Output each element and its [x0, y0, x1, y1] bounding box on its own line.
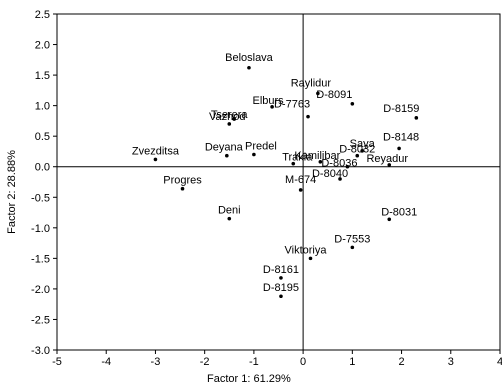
data-point	[227, 122, 232, 126]
data-point	[350, 102, 355, 106]
point-label: D-7553	[334, 233, 370, 245]
x-tick-label: 0	[300, 356, 306, 368]
data-point	[387, 163, 392, 167]
data-points	[153, 65, 419, 299]
point-label: Deyana	[205, 142, 244, 154]
y-tick-label: 0.0	[35, 162, 50, 174]
data-point	[227, 216, 232, 221]
point-label: Predel	[245, 141, 277, 153]
x-tick-label: -4	[101, 356, 111, 368]
point-label: Kamilibar	[294, 150, 340, 162]
x-tick-label: 1	[349, 356, 355, 368]
data-point	[291, 161, 296, 166]
y-tick-label: 1.5	[35, 70, 50, 82]
point-label: D-8159	[383, 103, 419, 115]
x-tick-label: -2	[200, 356, 210, 368]
point-label: D-8195	[263, 282, 299, 294]
point-label: Beloslava	[225, 52, 274, 64]
point-label: Raylidur	[291, 77, 332, 89]
point-label: Trakia	[282, 152, 313, 164]
y-tick-label: -1.0	[31, 223, 50, 235]
plot-frame	[56, 13, 501, 351]
point-label: Progres	[163, 175, 202, 187]
y-tick-label: 1.0	[35, 101, 50, 113]
point-label: D-7763	[274, 99, 310, 111]
data-point	[306, 114, 310, 119]
x-tick-label: 3	[448, 356, 454, 368]
data-point	[279, 276, 283, 280]
x-tick-label: -1	[249, 356, 259, 368]
data-point	[279, 294, 283, 299]
point-label: Reyadur	[366, 153, 408, 165]
data-point	[397, 146, 401, 151]
data-point	[316, 91, 320, 96]
point-label: Elburs	[253, 95, 285, 107]
axis-ticks: -5 -4 -3 -2 -1 0 1 2 3 4 2.5 2.0 1.5 1.0 0.5 0.0 -0.5 -1.…	[31, 9, 502, 368]
point-label: D-8032	[339, 144, 375, 156]
point-label: D-8148	[383, 131, 419, 143]
point-label: D-8040	[312, 168, 348, 180]
plot-border	[56, 13, 501, 351]
y-tick-label: -2.5	[31, 314, 50, 326]
data-point	[247, 65, 251, 70]
point-label: Viktoriya	[285, 244, 328, 256]
data-point	[414, 116, 419, 120]
point-label: Vazhod	[209, 111, 246, 123]
data-point	[345, 164, 350, 169]
y-tick-label: 0.5	[35, 131, 50, 143]
y-tick-label: -0.5	[31, 192, 50, 204]
data-point	[225, 153, 229, 158]
y-tick-label: 2.0	[35, 40, 50, 52]
point-label: D-8031	[381, 206, 417, 218]
data-point	[318, 160, 323, 164]
point-label: Deni	[218, 205, 241, 217]
x-axis-title: Factor 1: 61.29%	[207, 373, 291, 385]
point-label: Tserera	[211, 109, 249, 121]
data-point	[360, 149, 364, 153]
y-tick-label: -1.5	[31, 253, 50, 265]
point-label: Saya	[350, 138, 376, 150]
data-point	[298, 188, 303, 192]
reference-lines	[57, 14, 500, 350]
data-point	[355, 153, 360, 158]
x-tick-label: -5	[52, 356, 62, 368]
x-tick-label: 4	[497, 356, 502, 368]
y-tick-label: -2.0	[31, 284, 50, 296]
data-point	[308, 256, 313, 261]
y-tick-label: -3.0	[31, 345, 50, 357]
point-label: Zvezditsa	[132, 145, 180, 157]
data-point	[338, 177, 342, 181]
data-point	[350, 245, 355, 250]
data-point	[180, 186, 185, 191]
data-point	[153, 157, 158, 162]
y-tick-label: 2.5	[35, 9, 50, 21]
data-point	[232, 117, 236, 121]
y-axis-title: Factor 2: 28.88%	[5, 150, 18, 234]
data-point	[252, 152, 256, 157]
point-label: M-674	[285, 174, 316, 186]
x-tick-label: -3	[151, 356, 161, 368]
x-tick-label: 2	[398, 356, 404, 368]
point-label: D-8091	[316, 89, 352, 101]
point-label: D-8036	[321, 158, 357, 170]
data-point	[387, 217, 392, 222]
data-point	[270, 105, 274, 109]
point-label: D-8161	[263, 264, 299, 276]
